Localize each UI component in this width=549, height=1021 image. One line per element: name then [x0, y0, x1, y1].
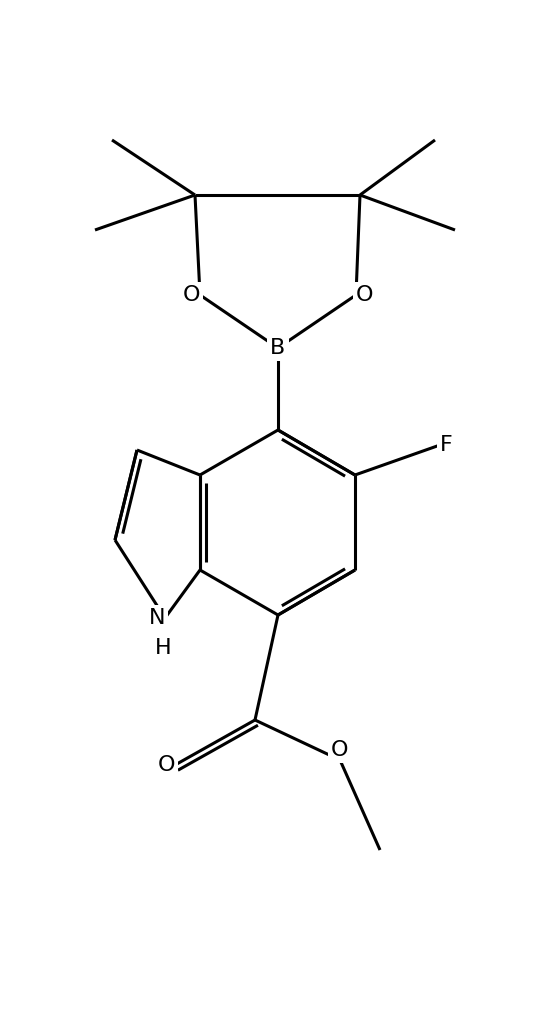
Text: F: F [440, 435, 453, 455]
Text: B: B [270, 338, 285, 358]
Text: O: O [331, 740, 349, 760]
Text: O: O [182, 285, 200, 305]
Text: O: O [158, 755, 175, 775]
Text: H: H [155, 638, 171, 658]
Text: N: N [148, 607, 165, 628]
Text: O: O [356, 285, 373, 305]
